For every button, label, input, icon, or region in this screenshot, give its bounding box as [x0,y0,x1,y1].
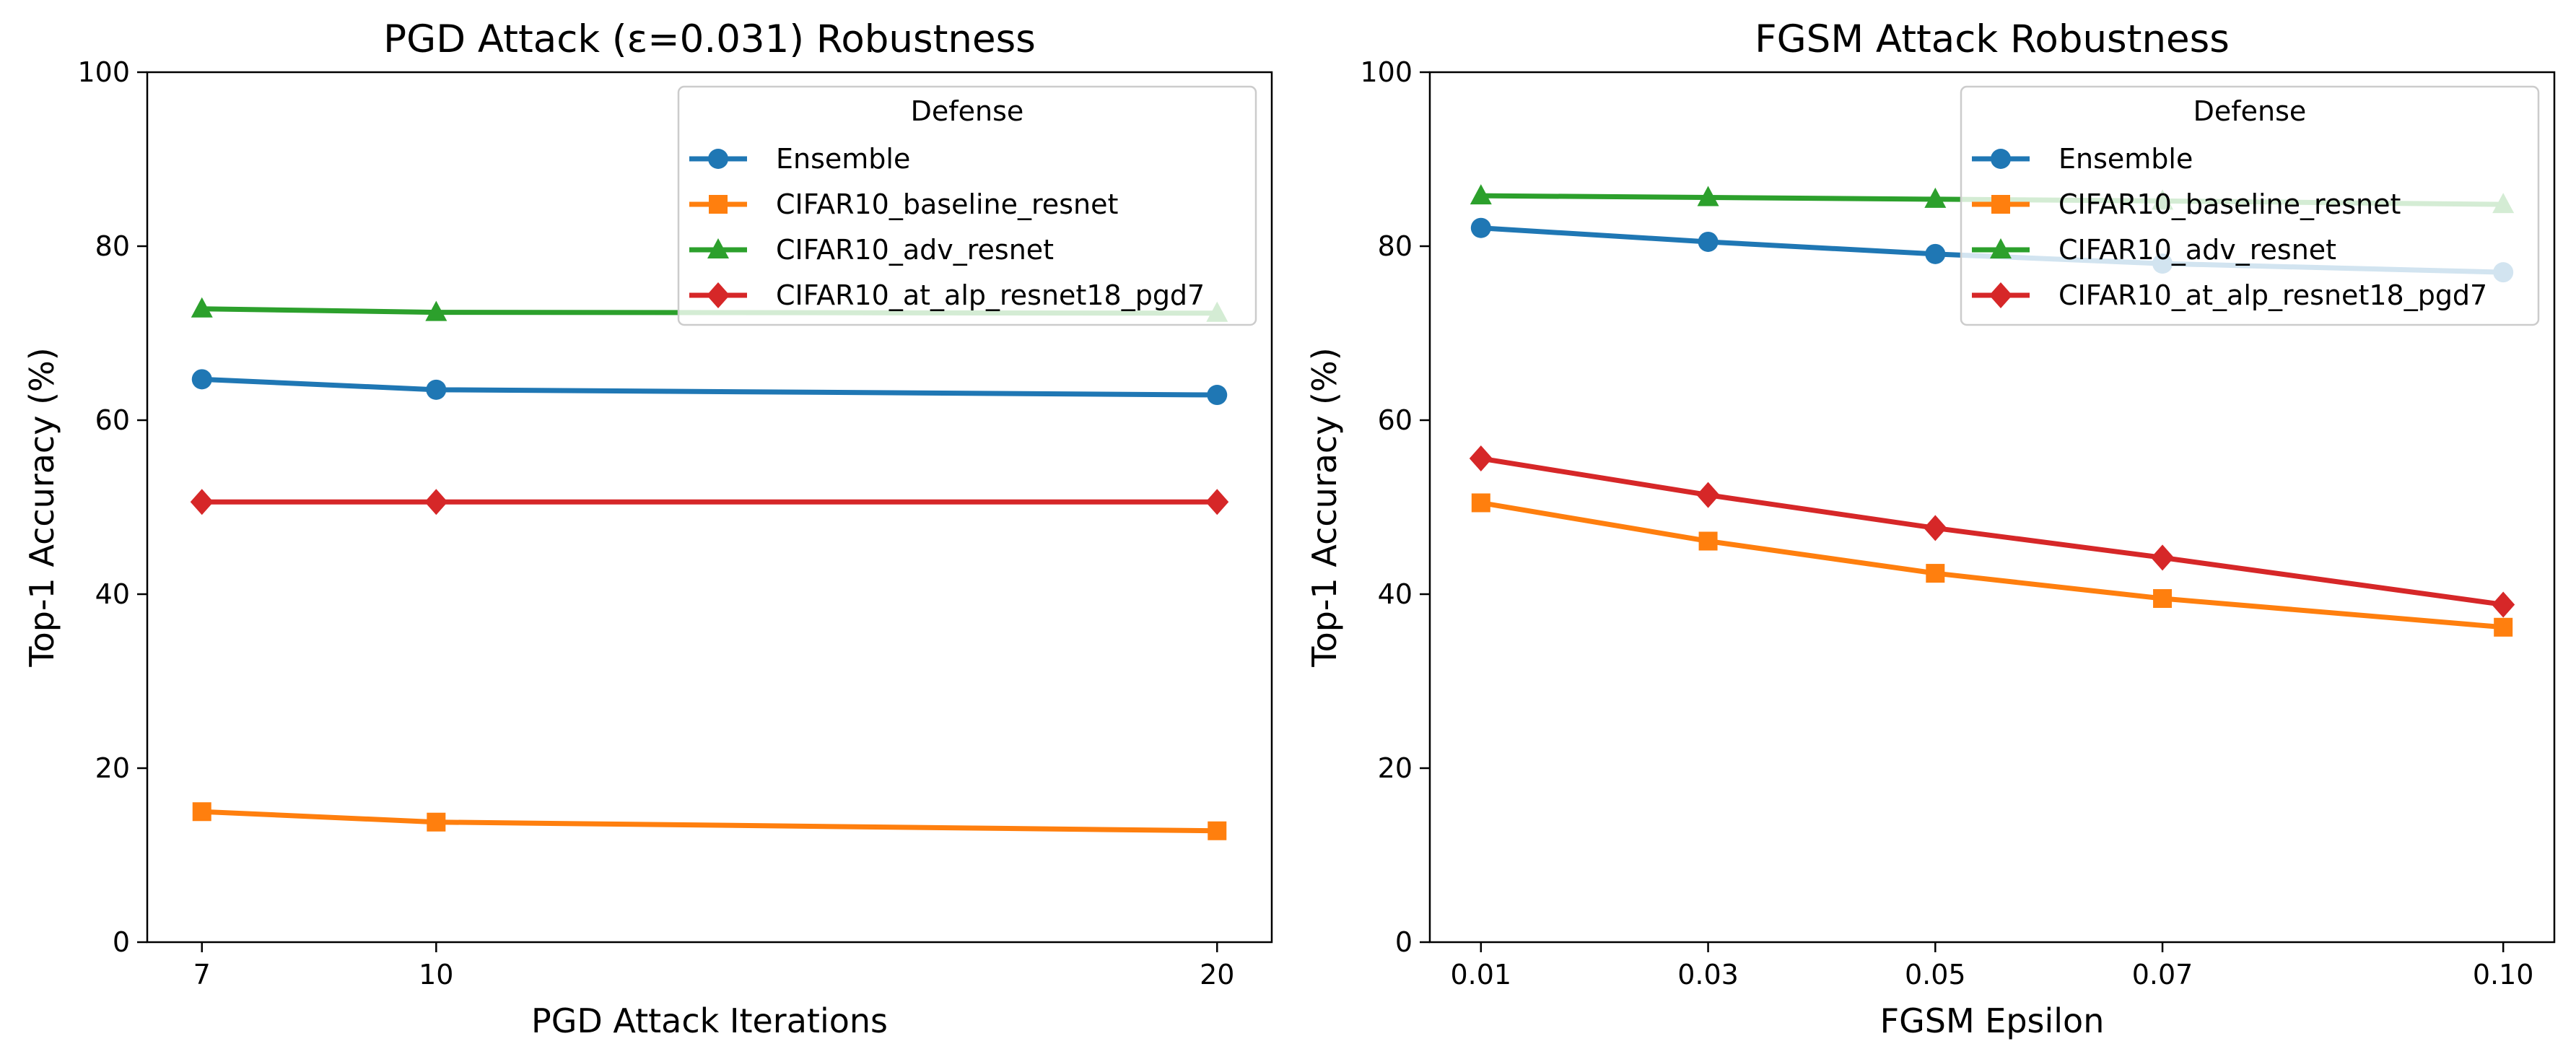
x-tick-label: 7 [193,959,211,991]
series-line [1478,500,2506,630]
data-point [1698,231,1719,252]
x-axis-label: PGD Attack Iterations [531,1001,888,1040]
series-line [199,809,1220,834]
legend-label: Ensemble [2058,143,2193,175]
y-tick-label: 20 [1378,752,1413,784]
chart-panel-1: PGD Attack (ε=0.031) Robustness 0 20 40 60 80… [22,17,1273,1040]
data-point [1471,493,1490,513]
data-point [425,300,447,321]
legend-marker [1991,195,2010,214]
data-point [1470,217,1491,238]
y-tick-label: 20 [95,752,130,784]
y-tick-label: 0 [113,926,130,958]
legend-marker [1991,149,2011,169]
legend-marker [707,282,730,308]
series-4 [190,489,1229,515]
legend-marker [1989,282,2012,308]
data-point [426,379,447,400]
legend-box [677,85,1257,326]
y-tick-label: 100 [1360,56,1413,88]
data-point [1207,385,1228,406]
data-point [191,297,213,318]
y-tick-label: 40 [1378,578,1413,610]
chart-title: PGD Attack (ε=0.031) Robustness [383,17,1036,61]
data-point [191,369,212,390]
data-point [2153,589,2173,609]
legend-item: CIFAR10_at_alp_resnet18_pgd7 [689,279,1205,311]
legend-box [1960,85,2540,326]
legend-item: CIFAR10_baseline_resnet [689,188,1118,220]
data-point [1208,821,1227,840]
x-tick-label: 0.07 [2132,959,2193,991]
y-tick-label: 40 [95,578,130,610]
data-point [2492,591,2515,618]
y-axis-label: Top-1 Accuracy (%) [22,347,61,667]
y-tick-label: 100 [77,56,130,88]
series-4 [1469,445,2515,618]
legend-marker [708,149,728,169]
data-point [1926,564,1945,583]
legend-label: Ensemble [776,143,910,175]
data-point [192,802,211,822]
data-point [1924,187,1947,208]
series-1 [191,369,1228,406]
legend-label: CIFAR10_baseline_resnet [2058,188,2401,220]
x-tick-label: 10 [419,959,453,991]
legend-label: CIFAR10_adv_resnet [776,234,1054,266]
data-point [1925,243,1946,264]
legend-item: CIFAR10_baseline_resnet [1972,188,2401,220]
legend-item: Ensemble [689,143,910,175]
axes-frame [146,71,1273,944]
legend-marker [709,195,728,214]
legend-label: CIFAR10_adv_resnet [2058,234,2336,266]
series-line [199,376,1220,398]
y-tick-label: 60 [1378,404,1413,436]
legend-label: CIFAR10_at_alp_resnet18_pgd7 [2058,279,2487,311]
legend-item: CIFAR10_adv_resnet [689,234,1054,266]
data-point [427,812,446,832]
series-2 [192,802,1227,840]
x-tick-label: 0.10 [2473,959,2534,991]
data-point [1470,184,1492,205]
legend-label: CIFAR10_baseline_resnet [776,188,1118,220]
data-point [2494,617,2513,637]
data-point [424,489,448,515]
y-axis-label: Top-1 Accuracy (%) [1305,347,1344,667]
data-point [1469,445,1493,472]
x-tick-label: 20 [1200,959,1234,991]
data-point [1924,515,1947,541]
legend-title: Defense [911,95,1024,127]
x-tick-label: 0.05 [1905,959,1966,991]
legend-item: CIFAR10_adv_resnet [1972,234,2336,266]
series-line [1478,456,2506,607]
legend-label: CIFAR10_at_alp_resnet18_pgd7 [776,279,1205,311]
data-point [2151,544,2175,571]
y-tick-label: 80 [95,230,130,262]
y-tick-label: 0 [1395,926,1413,958]
axes-frame [1428,71,2556,944]
legend-item: Ensemble [1972,143,2193,175]
legend-title: Defense [2193,95,2307,127]
x-tick-label: 0.03 [1677,959,1739,991]
data-point [1698,531,1718,551]
x-tick-label: 0.01 [1451,959,1512,991]
series-2 [1471,493,2513,637]
data-point [1696,482,1720,508]
chart-title: FGSM Attack Robustness [1755,17,2230,61]
data-point [1697,186,1719,206]
legend-item: CIFAR10_at_alp_resnet18_pgd7 [1972,279,2487,311]
chart-panel-2: FGSM Attack Robustness 0 20 40 60 80 100 0.01 0.… [1305,17,2556,1040]
y-tick-label: 60 [95,404,130,436]
data-point [190,489,214,515]
legend-marker [1990,238,2012,258]
data-point [1205,489,1229,515]
y-tick-label: 80 [1378,230,1413,262]
legend-marker [707,238,729,258]
x-axis-label: FGSM Epsilon [1880,1001,2105,1040]
